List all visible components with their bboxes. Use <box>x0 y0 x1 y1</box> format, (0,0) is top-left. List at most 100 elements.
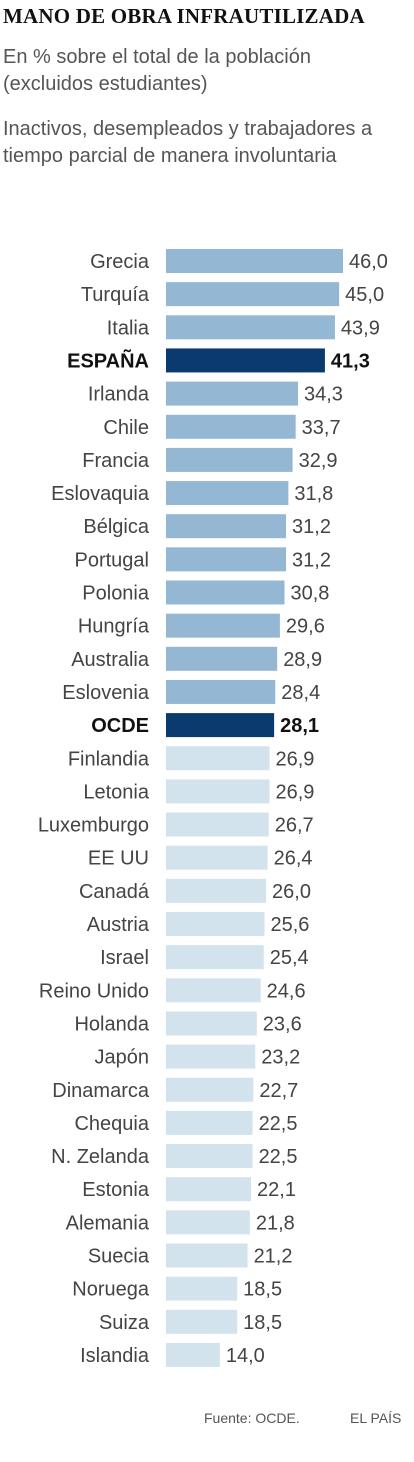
category-label: Luxemburgo <box>38 815 149 837</box>
category-label: Irlanda <box>88 384 150 406</box>
category-label: Eslovaquia <box>51 483 150 505</box>
category-label: Estonia <box>82 1179 150 1201</box>
bar-italia <box>166 315 335 340</box>
category-label: OCDE <box>91 715 149 737</box>
value-label: 31,2 <box>292 516 331 538</box>
bar-eslovaquia <box>166 481 289 506</box>
category-label: ESPAÑA <box>67 349 149 372</box>
bar-eslovenia <box>166 679 276 704</box>
bar-espa-a <box>166 348 325 373</box>
value-label: 41,3 <box>331 350 370 372</box>
bar-israel <box>166 945 264 970</box>
category-label: Islandia <box>80 1345 150 1367</box>
category-label: Polonia <box>82 583 150 605</box>
category-label: EE UU <box>88 848 149 870</box>
bar-estonia <box>166 1177 252 1202</box>
bar-australia <box>166 646 278 671</box>
value-label: 28,4 <box>281 682 320 704</box>
value-label: 31,8 <box>294 483 333 505</box>
value-label: 26,0 <box>272 881 311 903</box>
category-label: Dinamarca <box>52 1080 150 1102</box>
category-label: Austria <box>87 914 150 936</box>
chart-subtitle: En % sobre el total de la población (exc… <box>3 46 311 95</box>
bar-chile <box>166 414 296 439</box>
value-label: 26,7 <box>275 815 314 837</box>
value-label: 46,0 <box>349 251 388 273</box>
category-label: Grecia <box>90 251 150 273</box>
bar-suiza <box>166 1309 238 1334</box>
bar-ocde <box>166 713 275 738</box>
value-label: 43,9 <box>341 317 380 339</box>
category-label: Noruega <box>72 1279 150 1301</box>
value-label: 18,5 <box>243 1279 282 1301</box>
value-label: 29,6 <box>286 616 325 638</box>
value-label: 14,0 <box>226 1345 265 1367</box>
bar-noruega <box>166 1276 238 1301</box>
value-label: 21,2 <box>254 1246 293 1268</box>
category-label: N. Zelanda <box>51 1146 150 1168</box>
category-label: Australia <box>71 649 150 671</box>
value-label: 22,5 <box>259 1113 298 1135</box>
chart-note: Inactivos, desempleados y trabajadores a… <box>3 118 373 167</box>
bar-holanda <box>166 1011 257 1036</box>
bar-chart: Grecia 46,0 Turquía 45,0 Italia 43,9 ESPAÑA 41,… <box>38 249 388 1367</box>
category-label: Holanda <box>74 1013 149 1035</box>
value-label: 23,6 <box>263 1013 302 1035</box>
publisher-brand: EL PAÍS <box>350 1410 402 1426</box>
bar-grecia <box>166 249 343 273</box>
category-label: Italia <box>107 317 150 339</box>
bar-finlandia <box>166 746 270 771</box>
category-label: Reino Unido <box>39 980 149 1002</box>
value-label: 22,1 <box>257 1179 296 1201</box>
value-label: 24,6 <box>267 980 306 1002</box>
source-note: Fuente: OCDE. <box>204 1410 300 1426</box>
value-label: 25,4 <box>270 947 309 969</box>
bar-francia <box>166 447 293 472</box>
value-label: 22,5 <box>259 1146 298 1168</box>
category-label: Letonia <box>83 781 149 803</box>
bar-irlanda <box>166 381 298 406</box>
value-label: 31,2 <box>292 549 331 571</box>
value-label: 28,9 <box>283 649 322 671</box>
value-label: 22,7 <box>259 1080 298 1102</box>
category-label: Eslovenia <box>62 682 150 704</box>
bar-islandia <box>166 1342 220 1367</box>
bar-austria <box>166 912 265 936</box>
value-label: 26,4 <box>274 848 313 870</box>
value-label: 26,9 <box>276 781 315 803</box>
category-label: Francia <box>82 450 150 472</box>
category-label: Suiza <box>99 1312 150 1334</box>
category-label: Hungría <box>78 616 150 638</box>
bar-portugal <box>166 547 287 572</box>
category-label: Chequia <box>74 1113 149 1135</box>
bar-n-zelanda <box>166 1144 253 1169</box>
category-label: Chile <box>103 417 149 439</box>
category-label: Turquía <box>81 284 150 306</box>
bar-canad- <box>166 878 267 903</box>
value-label: 28,1 <box>280 715 319 737</box>
value-label: 23,2 <box>261 1047 300 1069</box>
category-label: Alemania <box>66 1212 150 1234</box>
value-label: 34,3 <box>304 384 343 406</box>
value-label: 30,8 <box>291 583 330 605</box>
category-label: Israel <box>100 947 149 969</box>
value-label: 45,0 <box>345 284 384 306</box>
bar-dinamarca <box>166 1077 254 1102</box>
bar-turqu-a <box>166 282 340 307</box>
value-label: 26,9 <box>276 748 315 770</box>
category-label: Bélgica <box>83 516 149 538</box>
category-label: Canadá <box>79 881 150 903</box>
value-label: 33,7 <box>302 417 341 439</box>
category-label: Suecia <box>88 1246 150 1268</box>
bar-chequia <box>166 1110 253 1135</box>
bar-ee-uu <box>166 845 268 870</box>
bar-jap-n <box>166 1044 256 1069</box>
bar-hungr-a <box>166 613 280 638</box>
category-label: Portugal <box>75 549 150 571</box>
value-label: 21,8 <box>256 1212 295 1234</box>
bar-polonia <box>166 580 285 605</box>
value-label: 18,5 <box>243 1312 282 1334</box>
value-label: 25,6 <box>271 914 310 936</box>
value-label: 32,9 <box>299 450 338 472</box>
bar-b-lgica <box>166 514 287 539</box>
